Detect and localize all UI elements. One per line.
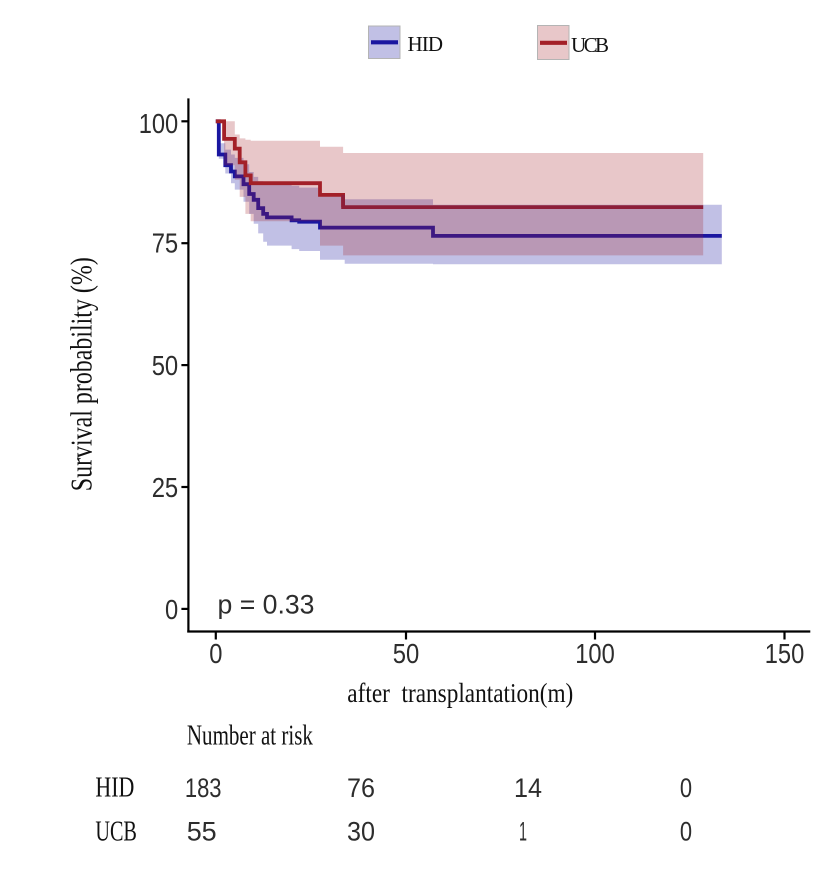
svg-text:50: 50 xyxy=(152,350,179,381)
svg-text:25: 25 xyxy=(152,472,179,503)
svg-text:0: 0 xyxy=(680,817,692,847)
svg-text:14: 14 xyxy=(514,773,542,803)
svg-text:0: 0 xyxy=(680,773,692,803)
svg-text:76: 76 xyxy=(347,773,375,803)
svg-text:after transplantation(m): after transplantation(m) xyxy=(347,678,573,708)
svg-text:UCB: UCB xyxy=(571,33,609,57)
svg-text:0: 0 xyxy=(165,594,178,625)
svg-text:HID: HID xyxy=(408,32,444,56)
svg-text:Number at risk: Number at risk xyxy=(187,721,313,752)
svg-text:p = 0.33: p = 0.33 xyxy=(218,590,315,620)
svg-text:50: 50 xyxy=(393,638,420,669)
svg-text:75: 75 xyxy=(152,228,179,259)
svg-text:UCB: UCB xyxy=(95,817,136,848)
svg-text:1: 1 xyxy=(519,817,527,847)
svg-text:55: 55 xyxy=(187,817,217,847)
svg-text:183: 183 xyxy=(185,773,222,803)
svg-text:HID: HID xyxy=(95,773,134,804)
svg-text:Survival probability (%): Survival probability (%) xyxy=(64,257,99,491)
svg-text:0: 0 xyxy=(209,638,222,669)
svg-text:100: 100 xyxy=(139,108,179,139)
svg-text:150: 150 xyxy=(765,638,805,669)
svg-text:100: 100 xyxy=(575,638,615,669)
svg-text:30: 30 xyxy=(347,817,375,847)
